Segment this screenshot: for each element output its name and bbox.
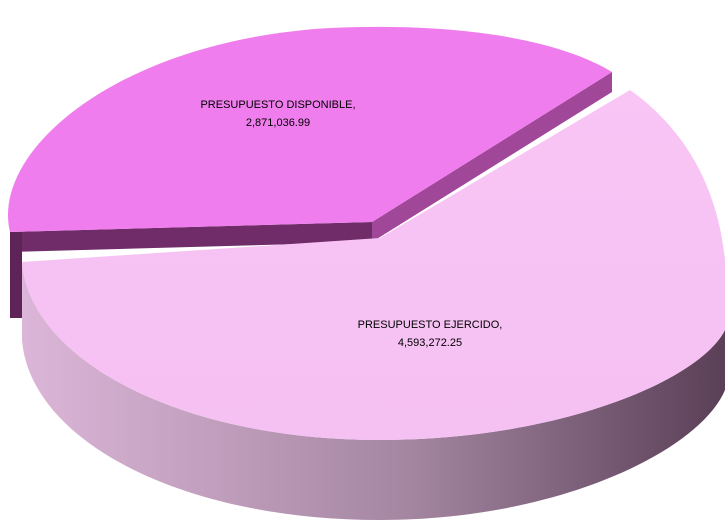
slice-ejercido-top	[22, 90, 725, 440]
slice-ejercido-side	[22, 262, 725, 520]
slice-disponible-top	[7, 26, 612, 233]
label-ejercido-name: PRESUPUESTO EJERCIDO,	[358, 319, 503, 331]
slice-disponible-wall	[372, 72, 612, 242]
slice-disponible-edge	[10, 232, 22, 318]
label-disponible-name: PRESUPUESTO DISPONIBLE,	[200, 99, 355, 111]
label-ejercido-value: 4,593,272.25	[398, 337, 462, 349]
label-disponible-value: 2,871,036.99	[246, 117, 310, 129]
